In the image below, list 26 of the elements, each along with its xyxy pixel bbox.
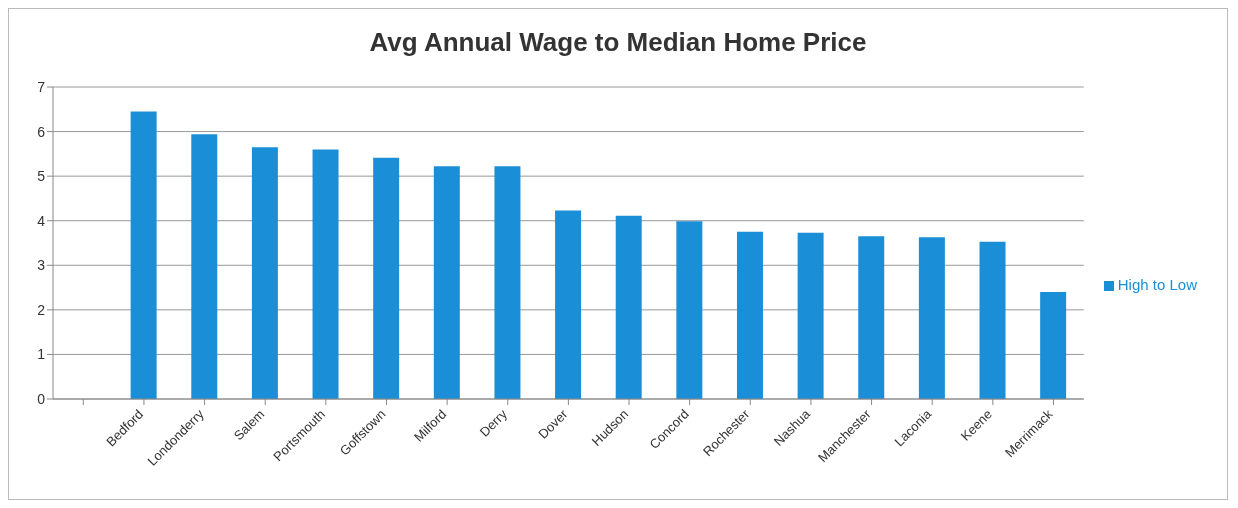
legend-label: High to Low xyxy=(1117,275,1197,293)
y-tick-label: 1 xyxy=(37,346,46,363)
bar xyxy=(373,157,400,399)
bar xyxy=(858,236,885,399)
y-tick-label: 0 xyxy=(37,390,46,407)
bar xyxy=(251,147,278,399)
bar xyxy=(433,166,460,399)
y-tick-label: 4 xyxy=(37,212,46,229)
bar xyxy=(555,210,582,399)
bar xyxy=(191,134,218,399)
bar xyxy=(1040,292,1067,399)
bar xyxy=(615,215,642,399)
bar xyxy=(979,241,1006,399)
bar xyxy=(676,221,703,399)
y-tick-label: 7 xyxy=(37,78,46,95)
y-tick-label: 6 xyxy=(37,123,46,140)
bar xyxy=(918,237,945,399)
y-tick-label: 3 xyxy=(37,257,46,274)
bar xyxy=(130,111,157,399)
bar xyxy=(736,231,763,399)
chart-title: Avg Annual Wage to Median Home Price xyxy=(368,26,868,59)
bar xyxy=(797,232,824,399)
bar xyxy=(312,149,339,399)
y-tick-label: 2 xyxy=(37,301,46,318)
y-tick-label: 5 xyxy=(37,168,46,185)
bar xyxy=(494,166,521,399)
